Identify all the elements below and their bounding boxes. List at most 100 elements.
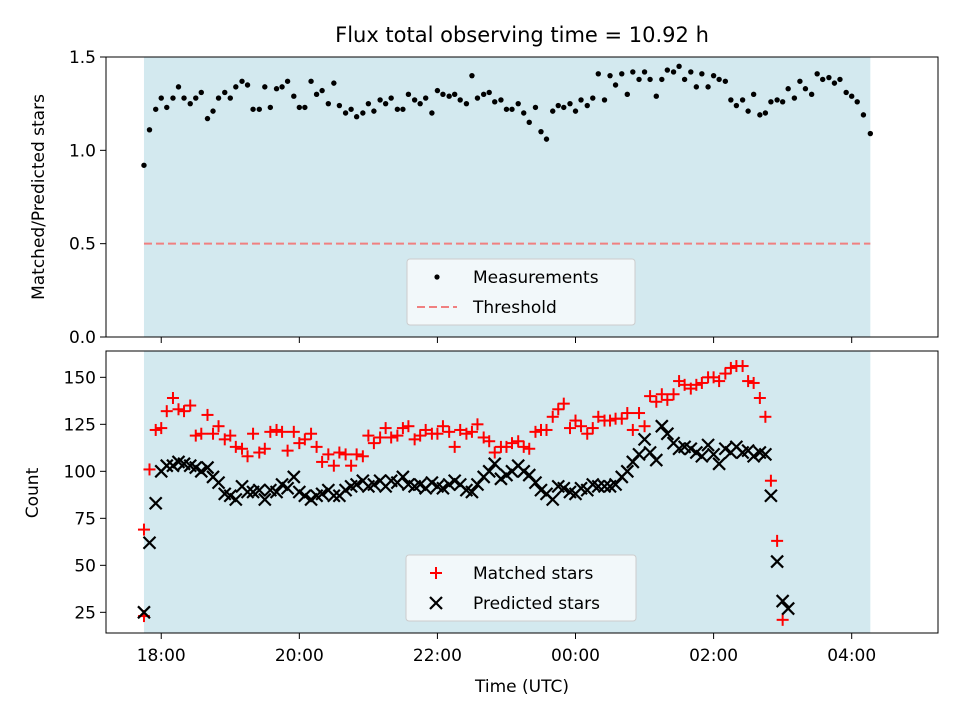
data-point-matched [367, 437, 380, 450]
data-point-matched [298, 433, 311, 446]
data-point-measurement [313, 91, 320, 98]
y-tick-label: 0.0 [69, 328, 96, 348]
x-tick-label: 20:00 [275, 646, 324, 666]
data-point-predicted [280, 481, 295, 496]
data-point-matched [465, 425, 478, 438]
data-point-measurement [774, 97, 780, 103]
panel-ratio: 0.0 0.5 1.0 1.5 Matched/Predicted stars Mea… [29, 48, 939, 348]
data-point-predicted [746, 449, 761, 464]
data-point-predicted [597, 479, 612, 494]
data-point-measurement [250, 106, 256, 112]
data-point-matched [339, 448, 352, 461]
data-point-measurement [492, 99, 498, 105]
data-point-measurement [267, 104, 274, 111]
data-point-measurement [164, 104, 170, 111]
data-point-matched [529, 425, 542, 438]
data-point-predicted [528, 475, 543, 490]
data-point-matched [483, 435, 496, 448]
x-tick-label: 22:00 [413, 646, 462, 666]
data-point-matched [276, 425, 289, 438]
data-point-measurement [440, 91, 446, 98]
data-point-predicted [159, 458, 174, 473]
measurements-series [141, 63, 874, 168]
data-point-measurement [750, 91, 757, 98]
panel-counts: 25 50 75 100 125 150 18:00 20:00 22:00 00:00 02:0… [23, 350, 939, 697]
data-point-predicted [781, 601, 795, 616]
data-point-measurement [296, 104, 303, 111]
data-point-measurement [429, 110, 435, 116]
y-axis-label-bottom: Count [23, 467, 43, 518]
data-point-measurement [624, 91, 630, 98]
y-tick-label: 25 [74, 603, 96, 623]
legend-marker-measurements [434, 274, 440, 280]
data-point-matched [557, 397, 570, 410]
data-point-matched [615, 412, 628, 425]
data-point-measurement [601, 97, 608, 103]
data-point-matched [454, 423, 467, 436]
data-point-matched [626, 423, 639, 436]
data-point-matched [160, 405, 173, 418]
data-point-measurement [503, 106, 510, 112]
data-point-predicted [396, 470, 410, 484]
data-point-matched [345, 459, 358, 472]
data-point-matched [270, 423, 283, 436]
data-point-measurement [474, 95, 481, 101]
data-point-matched [719, 367, 732, 380]
data-point-measurement [843, 89, 849, 96]
data-point-predicted [591, 479, 606, 494]
data-point-measurement [422, 95, 429, 101]
data-point-predicted [229, 492, 243, 507]
data-point-measurement [210, 108, 216, 114]
data-point-matched [569, 414, 582, 427]
data-point-measurement [630, 69, 636, 75]
data-point-measurement [826, 74, 832, 81]
data-point-measurement [762, 110, 769, 116]
data-point-predicted [655, 419, 669, 433]
data-point-predicted [660, 426, 675, 441]
data-point-measurement [578, 97, 584, 103]
data-point-matched [488, 446, 501, 459]
y-tick-label: 0.5 [69, 235, 96, 255]
data-point-matched [310, 440, 323, 453]
data-point-measurement [141, 162, 147, 168]
data-point-matched [224, 429, 237, 442]
data-point-measurement [284, 78, 291, 84]
data-point-matched [327, 459, 340, 472]
data-point-matched [575, 420, 588, 433]
data-point-predicted [327, 488, 341, 503]
data-point-measurement [538, 128, 544, 135]
data-point-measurement [302, 104, 308, 111]
data-point-measurement [688, 69, 694, 75]
data-point-measurement [371, 108, 377, 114]
data-point-measurement [722, 78, 729, 84]
data-point-measurement [854, 99, 860, 105]
data-point-measurement [636, 76, 642, 83]
data-point-measurement [837, 76, 843, 83]
data-point-matched [374, 431, 387, 444]
data-point-matched [264, 425, 277, 438]
data-point-measurement [187, 100, 193, 107]
data-point-matched [391, 429, 404, 442]
data-point-measurement [215, 95, 222, 101]
data-point-measurement [319, 87, 325, 94]
data-point-matched [546, 410, 559, 423]
data-point-matched [633, 407, 646, 420]
data-point-predicted [487, 457, 502, 471]
data-point-measurement [336, 102, 343, 109]
data-point-predicted [298, 488, 312, 503]
data-point-matched [184, 399, 197, 412]
data-point-matched [402, 420, 415, 433]
data-point-predicted [142, 535, 157, 550]
data-point-matched [586, 422, 599, 435]
data-point-measurement [262, 84, 268, 90]
data-point-measurement [463, 100, 470, 107]
data-point-matched [396, 422, 409, 435]
data-point-measurement [411, 97, 418, 103]
data-point-predicted [465, 485, 479, 499]
data-point-measurement [867, 130, 874, 137]
legend-bottom: Matched stars Predicted stars [405, 554, 637, 622]
data-point-matched [195, 427, 208, 440]
x-tick-label: 18:00 [137, 646, 186, 666]
data-point-matched [753, 392, 766, 404]
data-point-matched [661, 393, 674, 406]
